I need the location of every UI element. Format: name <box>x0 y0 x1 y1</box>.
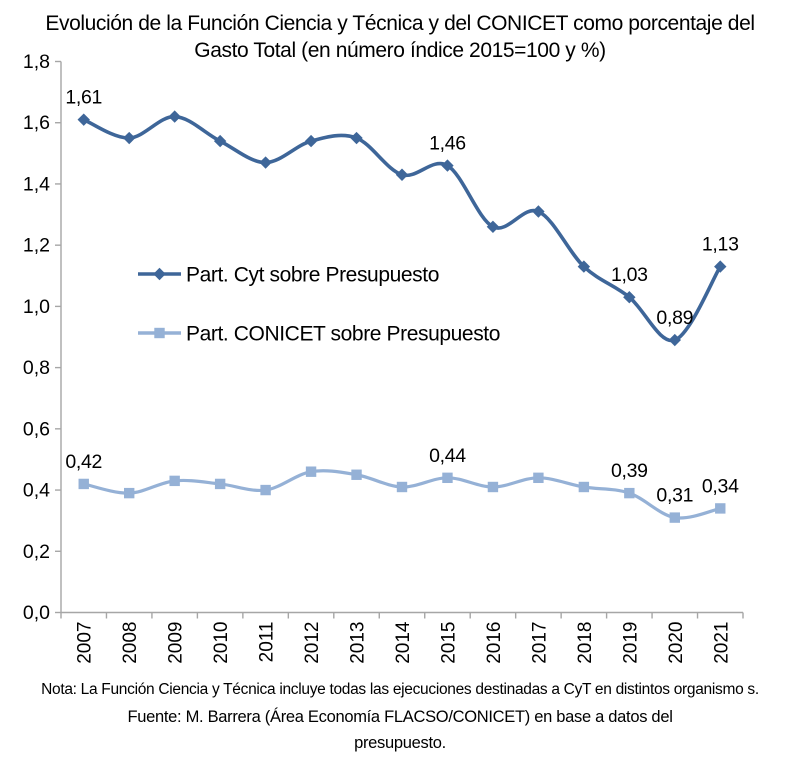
square-marker <box>715 503 726 514</box>
x-axis-label: 2021 <box>711 622 732 664</box>
x-axis-label: 2018 <box>575 622 596 664</box>
chart-title: Evolución de la Función Ciencia y Técnic… <box>45 12 755 62</box>
x-axis-label: 2019 <box>620 622 641 664</box>
legend-diamond-marker <box>153 267 166 281</box>
diamond-marker <box>123 131 136 145</box>
y-axis-label: 0,6 <box>23 418 50 440</box>
data-label: 0,44 <box>429 445 466 467</box>
square-marker <box>442 472 453 484</box>
chart-source: Fuente: M. Barrera (Área Economía FLACSO… <box>127 708 673 752</box>
y-axis-label: 1,6 <box>23 112 50 134</box>
x-axis-label: 2012 <box>302 622 323 664</box>
square-marker <box>214 478 226 490</box>
legend-square-marker <box>154 327 165 339</box>
legend-label-part-cyt-sobre-presupuesto: Part. Cyt sobre Presupuesto <box>186 264 439 287</box>
data-label: 1,03 <box>611 264 648 286</box>
square-marker <box>624 487 635 499</box>
x-axis-label: 2015 <box>438 622 459 664</box>
diamond-marker <box>304 134 318 148</box>
x-axis-label: 2007 <box>75 622 96 664</box>
square-marker <box>533 472 544 484</box>
data-label: 1,13 <box>702 234 739 256</box>
chart-note: Nota: La Función Ciencia y Técnica inclu… <box>41 681 759 698</box>
data-label: 1,46 <box>429 133 466 155</box>
diamond-marker <box>714 260 727 273</box>
y-axis-label: 1,4 <box>23 173 50 195</box>
square-marker <box>669 512 680 523</box>
data-label: 0,34 <box>702 475 739 497</box>
diamond-marker <box>395 168 409 181</box>
x-axis-label: 2013 <box>348 622 369 664</box>
diamond-marker <box>213 134 227 148</box>
square-marker <box>78 478 89 490</box>
diamond-marker <box>259 156 272 169</box>
square-marker <box>260 484 271 496</box>
data-label: 0,42 <box>65 451 102 473</box>
diamond-marker <box>486 220 500 233</box>
square-marker <box>396 481 408 493</box>
data-label: 0,31 <box>656 485 693 507</box>
y-axis-label: 1,2 <box>23 235 50 257</box>
legend-label-part-conicet-sobre-presupuesto: Part. CONICET sobre Presupuesto <box>186 323 500 346</box>
square-marker <box>305 466 317 477</box>
x-axis-label: 2014 <box>393 621 414 664</box>
square-marker <box>487 481 499 493</box>
data-label: 1,61 <box>65 87 102 109</box>
series-line-part-cyt-sobre-presupuesto <box>81 114 723 343</box>
y-axis-label: 1,0 <box>23 296 50 318</box>
square-marker <box>351 469 362 480</box>
x-axis-label: 2016 <box>484 622 505 664</box>
diamond-marker <box>623 291 636 304</box>
y-axis-label: 0,4 <box>23 480 50 502</box>
diamond-marker <box>441 159 454 172</box>
data-label: 0,39 <box>611 460 648 482</box>
diamond-marker <box>168 110 181 123</box>
y-axis-label: 1,8 <box>23 51 50 73</box>
diamond-marker <box>668 333 681 347</box>
y-axis-label: 0,2 <box>23 541 50 563</box>
square-marker <box>169 475 180 487</box>
diamond-marker <box>532 205 545 218</box>
x-axis-label: 2010 <box>211 622 232 664</box>
x-axis-label: 2020 <box>666 622 687 664</box>
diamond-marker <box>577 260 591 273</box>
diamond-marker <box>350 131 363 145</box>
x-axis-label: 2011 <box>257 622 278 663</box>
y-axis-label: 0,0 <box>23 602 50 624</box>
x-axis-label: 2017 <box>529 622 550 664</box>
square-marker <box>124 487 135 499</box>
x-axis-label: 2009 <box>166 622 187 664</box>
x-axis-label: 2008 <box>120 622 141 664</box>
diamond-marker <box>77 113 90 126</box>
data-label: 0,89 <box>656 307 693 329</box>
y-axis-label: 0,8 <box>23 357 50 379</box>
square-marker <box>578 481 590 493</box>
